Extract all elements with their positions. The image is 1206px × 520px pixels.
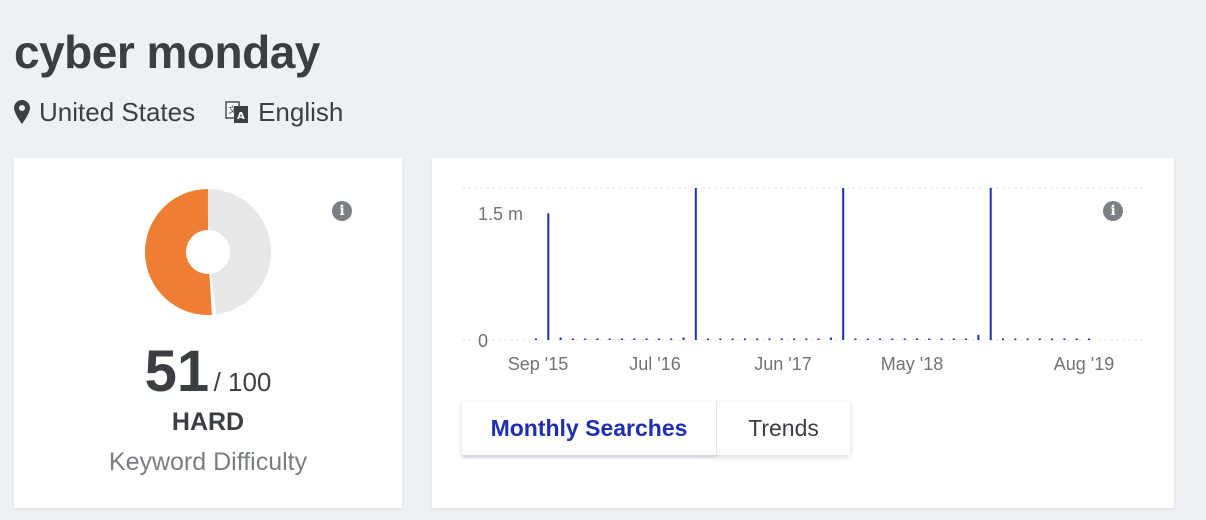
search-volume-bar bbox=[1088, 338, 1090, 340]
language: 文 A English bbox=[225, 97, 343, 128]
search-volume-bar bbox=[977, 334, 980, 340]
search-volume-bar bbox=[842, 188, 845, 340]
search-volume-bar bbox=[707, 338, 709, 340]
search-volume-bar bbox=[793, 338, 796, 340]
search-volume-bar bbox=[780, 338, 783, 340]
search-volume-bar bbox=[829, 337, 832, 340]
search-volume-bar bbox=[571, 338, 574, 340]
score-value: 51 bbox=[144, 339, 210, 404]
score-max: / 100 bbox=[213, 367, 272, 397]
search-volume-bar bbox=[1051, 338, 1054, 340]
location-label: United States bbox=[39, 96, 196, 127]
search-volume-bar bbox=[805, 338, 808, 340]
keyword-difficulty-card: i 51 / 100 HARD Keyword Difficulty bbox=[14, 158, 402, 508]
search-volume-bar bbox=[965, 338, 968, 340]
language-label: English bbox=[258, 96, 344, 127]
search-volume-bar bbox=[1002, 338, 1004, 340]
search-volume-bar bbox=[633, 338, 636, 340]
difficulty-score: 51 / 100 bbox=[14, 338, 402, 405]
search-volume-bar bbox=[682, 337, 685, 340]
y-tick-label: 1.5 m bbox=[478, 204, 523, 224]
tab-monthly-searches[interactable]: Monthly Searches bbox=[462, 401, 717, 455]
search-volume-bar bbox=[731, 338, 734, 340]
chart-tabs: Monthly Searches Trends bbox=[462, 401, 850, 455]
location: United States bbox=[14, 97, 195, 128]
x-axis-labels: Sep '15 Jul '16 Jun '17 May '18 Aug '19 bbox=[508, 354, 1115, 374]
x-tick-label: Aug '19 bbox=[1054, 354, 1115, 374]
donut-fill bbox=[144, 189, 212, 315]
search-volume-bar bbox=[645, 338, 648, 340]
x-tick-label: Jul '16 bbox=[629, 354, 680, 374]
translate-icon: 文 A bbox=[225, 101, 249, 123]
difficulty-label: Keyword Difficulty bbox=[108, 448, 308, 476]
search-volume-bar bbox=[596, 338, 599, 340]
search-volume-bar bbox=[719, 338, 722, 340]
x-tick-label: Jun '17 bbox=[754, 354, 811, 374]
search-volume-bar bbox=[989, 188, 992, 340]
search-volume-bar bbox=[891, 338, 894, 340]
search-volume-bar bbox=[535, 338, 537, 340]
search-volume-bar bbox=[743, 338, 746, 340]
search-volume-bar bbox=[879, 338, 882, 340]
search-volume-bar bbox=[854, 338, 857, 340]
donut-track bbox=[208, 189, 271, 315]
search-volume-bar bbox=[584, 338, 587, 340]
search-volume-bar bbox=[670, 338, 673, 340]
info-icon[interactable]: i bbox=[1103, 201, 1123, 221]
keyword-meta: United States 文 A English bbox=[14, 94, 373, 130]
info-icon[interactable]: i bbox=[332, 201, 352, 221]
search-volume-bar bbox=[768, 338, 771, 340]
search-volume-bar bbox=[1063, 338, 1066, 340]
monthly-searches-card: 1.5 m 0 Sep '15 Jul '16 Jun '17 May '18 Aug … bbox=[432, 158, 1174, 508]
svg-text:文: 文 bbox=[228, 104, 237, 116]
search-volume-bar bbox=[756, 338, 759, 340]
bar-series bbox=[535, 188, 1090, 340]
x-tick-label: May '18 bbox=[881, 354, 943, 374]
x-tick-label: Sep '15 bbox=[508, 354, 569, 374]
search-volume-bar bbox=[657, 338, 660, 340]
monthly-searches-chart: 1.5 m 0 Sep '15 Jul '16 Jun '17 May '18 Aug … bbox=[462, 187, 1144, 374]
search-volume-bar bbox=[559, 337, 562, 340]
tab-trends[interactable]: Trends bbox=[748, 414, 819, 441]
search-volume-bar bbox=[608, 338, 611, 340]
search-volume-bar bbox=[928, 338, 931, 340]
search-volume-bar bbox=[1075, 338, 1078, 340]
search-volume-bar bbox=[1026, 338, 1029, 340]
search-volume-bar bbox=[621, 338, 623, 340]
search-volume-bar bbox=[1038, 338, 1041, 340]
search-volume-bar bbox=[903, 338, 906, 340]
map-pin-icon bbox=[14, 100, 30, 124]
search-volume-bar bbox=[866, 338, 869, 340]
search-volume-bar bbox=[952, 338, 955, 340]
search-volume-bar bbox=[547, 213, 550, 340]
search-volume-bar bbox=[817, 338, 820, 340]
search-volume-bar bbox=[694, 188, 697, 340]
difficulty-level: HARD bbox=[171, 408, 245, 436]
search-volume-bar bbox=[1014, 338, 1017, 340]
search-volume-bar bbox=[916, 338, 918, 340]
difficulty-donut bbox=[144, 189, 271, 315]
y-tick-label: 0 bbox=[478, 331, 488, 351]
keyword-title: cyber monday bbox=[14, 26, 320, 78]
search-volume-bar bbox=[940, 338, 943, 340]
svg-text:A: A bbox=[237, 111, 245, 122]
